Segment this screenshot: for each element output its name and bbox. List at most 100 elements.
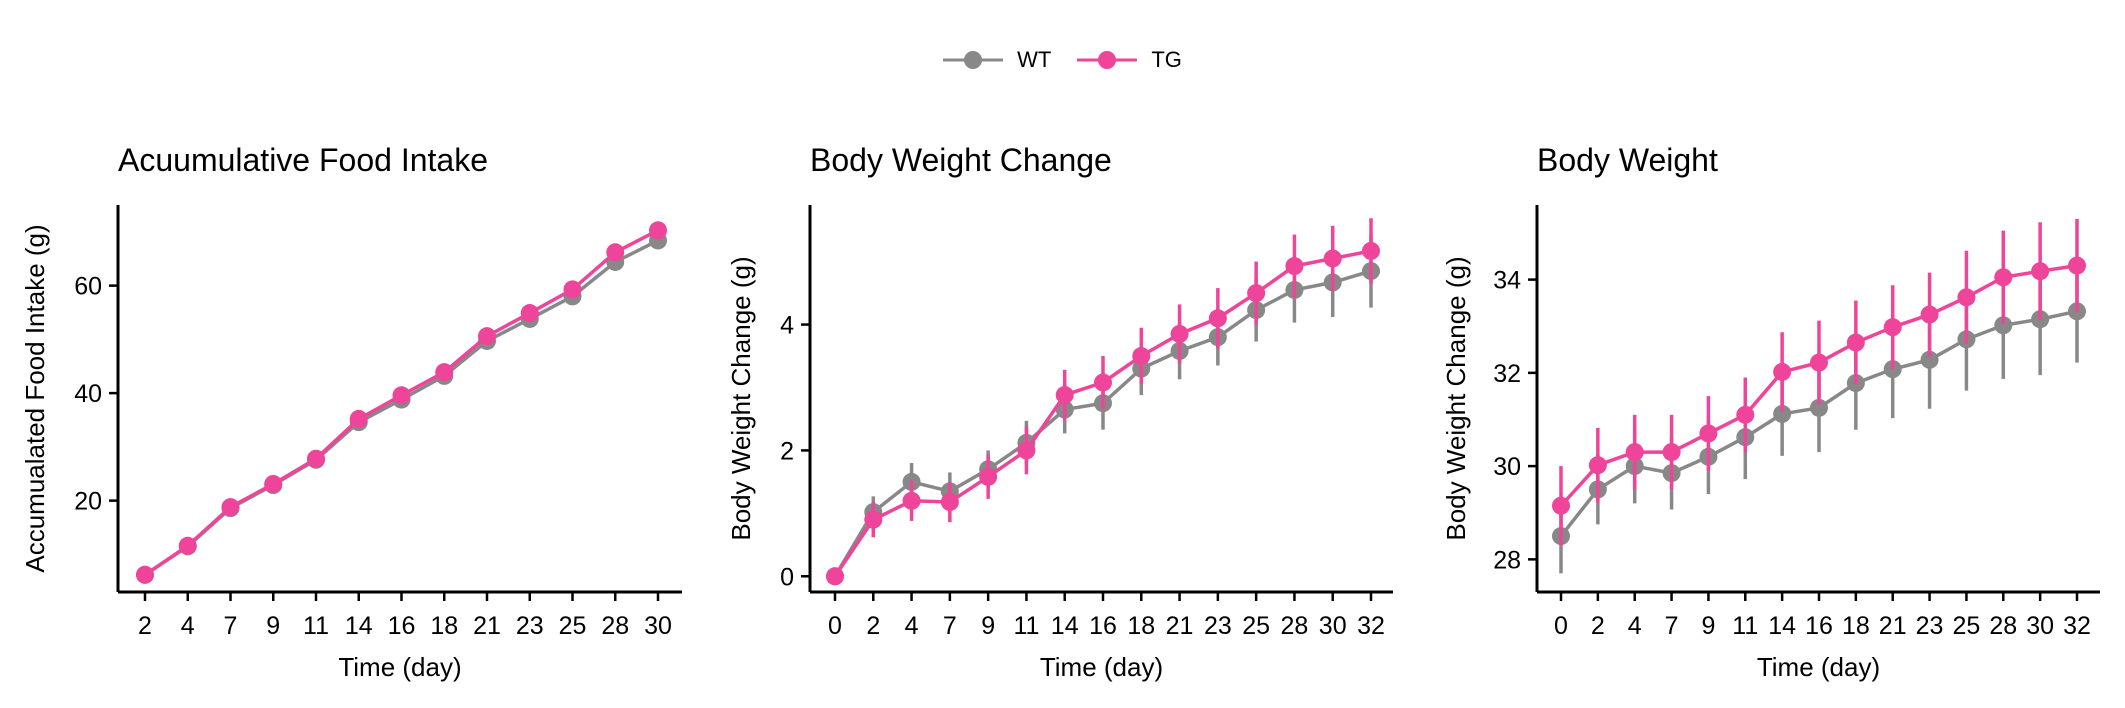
series-wt xyxy=(826,234,1380,586)
x-tick-label: 28 xyxy=(601,612,629,640)
data-point xyxy=(1810,353,1828,372)
x-tick-label: 32 xyxy=(2063,612,2091,640)
data-point xyxy=(979,467,998,486)
y-axis-label: Body Weight Change (g) xyxy=(726,256,756,540)
y-tick-label: 28 xyxy=(1493,546,1521,574)
x-axis-label: Time (day) xyxy=(1757,652,1880,682)
data-point xyxy=(1920,350,1939,369)
data-point xyxy=(1208,309,1227,328)
data-point xyxy=(349,409,368,428)
legend: WT TG xyxy=(0,40,2125,80)
x-tick-label: 4 xyxy=(905,612,919,640)
x-tick-label: 7 xyxy=(224,612,238,640)
y-tick-label: 2 xyxy=(780,437,794,465)
data-point xyxy=(902,491,921,510)
x-tick-label: 14 xyxy=(1768,612,1796,640)
x-tick-label: 4 xyxy=(1628,612,1642,640)
x-tick-label: 9 xyxy=(981,612,995,640)
series-wt xyxy=(1552,260,2086,574)
data-point xyxy=(1883,318,1902,337)
x-tick-label: 30 xyxy=(2026,612,2054,640)
x-tick-label: 16 xyxy=(1805,612,1833,640)
y-tick-label: 0 xyxy=(780,563,794,591)
x-tick-label: 23 xyxy=(1916,612,1944,640)
data-point xyxy=(563,280,582,299)
y-tick-label: 20 xyxy=(74,488,102,516)
y-tick-label: 4 xyxy=(780,312,794,340)
data-point xyxy=(2031,262,2050,281)
x-tick-label: 16 xyxy=(1089,612,1117,640)
x-tick-label: 0 xyxy=(1554,612,1568,640)
data-point xyxy=(392,386,411,405)
x-tick-label: 23 xyxy=(516,612,544,640)
data-point xyxy=(136,565,154,584)
legend-label-tg: TG xyxy=(1151,47,1182,72)
data-point xyxy=(1846,333,1865,352)
data-point xyxy=(940,493,959,512)
data-point xyxy=(264,474,283,493)
series-wt xyxy=(136,231,667,584)
data-point xyxy=(1055,386,1074,405)
x-tick-label: 11 xyxy=(303,612,329,640)
x-axis-label: Time (day) xyxy=(1040,652,1163,682)
data-point xyxy=(864,510,883,529)
x-tick-label: 25 xyxy=(559,612,587,640)
legend-key-wt xyxy=(943,51,1004,69)
data-point xyxy=(1994,316,2013,335)
data-point xyxy=(1773,362,1792,381)
data-point xyxy=(1285,257,1304,276)
data-point xyxy=(435,363,454,382)
x-tick-label: 30 xyxy=(644,612,672,640)
x-tick-label: 18 xyxy=(1127,612,1155,640)
series-tg xyxy=(136,221,667,584)
y-axis-label: Body Weight Change (g) xyxy=(1441,256,1471,540)
data-point xyxy=(1094,373,1112,392)
x-tick-label: 0 xyxy=(828,612,842,640)
data-point xyxy=(478,327,496,346)
y-tick-label: 32 xyxy=(1493,360,1521,388)
data-point xyxy=(221,498,240,517)
data-point xyxy=(1552,496,1570,515)
data-point xyxy=(1994,268,2013,287)
x-tick-label: 2 xyxy=(866,612,880,640)
x-tick-label: 21 xyxy=(473,612,501,640)
data-point xyxy=(520,304,539,323)
data-point xyxy=(1170,325,1189,343)
x-tick-label: 18 xyxy=(1842,612,1870,640)
y-tick-label: 30 xyxy=(1493,453,1521,481)
legend-item-wt: WT xyxy=(943,47,1051,73)
x-tick-label: 2 xyxy=(1591,612,1605,640)
series-tg xyxy=(1552,218,2086,546)
data-point xyxy=(1017,441,1036,460)
x-tick-label: 21 xyxy=(1166,612,1194,640)
x-tick-label: 2 xyxy=(138,612,152,640)
x-tick-label: 16 xyxy=(388,612,416,640)
data-point xyxy=(826,567,844,586)
x-tick-label: 18 xyxy=(430,612,458,640)
series-tg xyxy=(826,218,1380,586)
chart-panel-3: Body Weight 0 2 4 7 9 11 14 16 18 21 23 25 28 30 32 28 30… xyxy=(1441,142,2100,682)
x-tick-label: 25 xyxy=(1953,612,1981,640)
legend-item-tg: TG xyxy=(1077,47,1182,73)
x-tick-label: 32 xyxy=(1357,612,1385,640)
x-tick-label: 14 xyxy=(1051,612,1079,640)
legend-label-wt: WT xyxy=(1017,47,1052,72)
x-tick-label: 7 xyxy=(1665,612,1679,640)
y-axis-label: Accumualated Food Intake (g) xyxy=(20,224,50,572)
x-tick-label: 7 xyxy=(943,612,957,640)
data-point xyxy=(1773,404,1792,423)
chart-panel-1: Acuumulative Food Intake 2 4 7 9 11 14 16 18 21 23… xyxy=(20,142,682,682)
data-point xyxy=(1662,443,1681,462)
legend-key-tg xyxy=(1077,51,1138,69)
data-point xyxy=(1588,456,1607,475)
data-point xyxy=(1920,305,1939,324)
x-tick-label: 11 xyxy=(1732,612,1758,640)
data-point xyxy=(178,536,197,555)
data-point xyxy=(307,449,325,468)
x-tick-label: 23 xyxy=(1204,612,1232,640)
data-point xyxy=(1810,398,1828,417)
data-point xyxy=(1625,443,1644,462)
y-tick-label: 60 xyxy=(74,273,102,301)
